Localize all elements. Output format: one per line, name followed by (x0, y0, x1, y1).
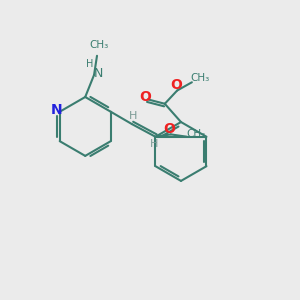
Text: N: N (50, 103, 62, 117)
Text: H: H (150, 139, 158, 149)
Text: O: O (170, 78, 182, 92)
Text: N: N (94, 67, 104, 80)
Text: CH₃: CH₃ (186, 129, 206, 140)
Text: O: O (139, 90, 151, 104)
Text: H: H (86, 59, 93, 69)
Text: CH₃: CH₃ (190, 73, 210, 83)
Text: H: H (129, 111, 138, 121)
Text: O: O (164, 122, 176, 136)
Text: CH₃: CH₃ (90, 40, 109, 50)
